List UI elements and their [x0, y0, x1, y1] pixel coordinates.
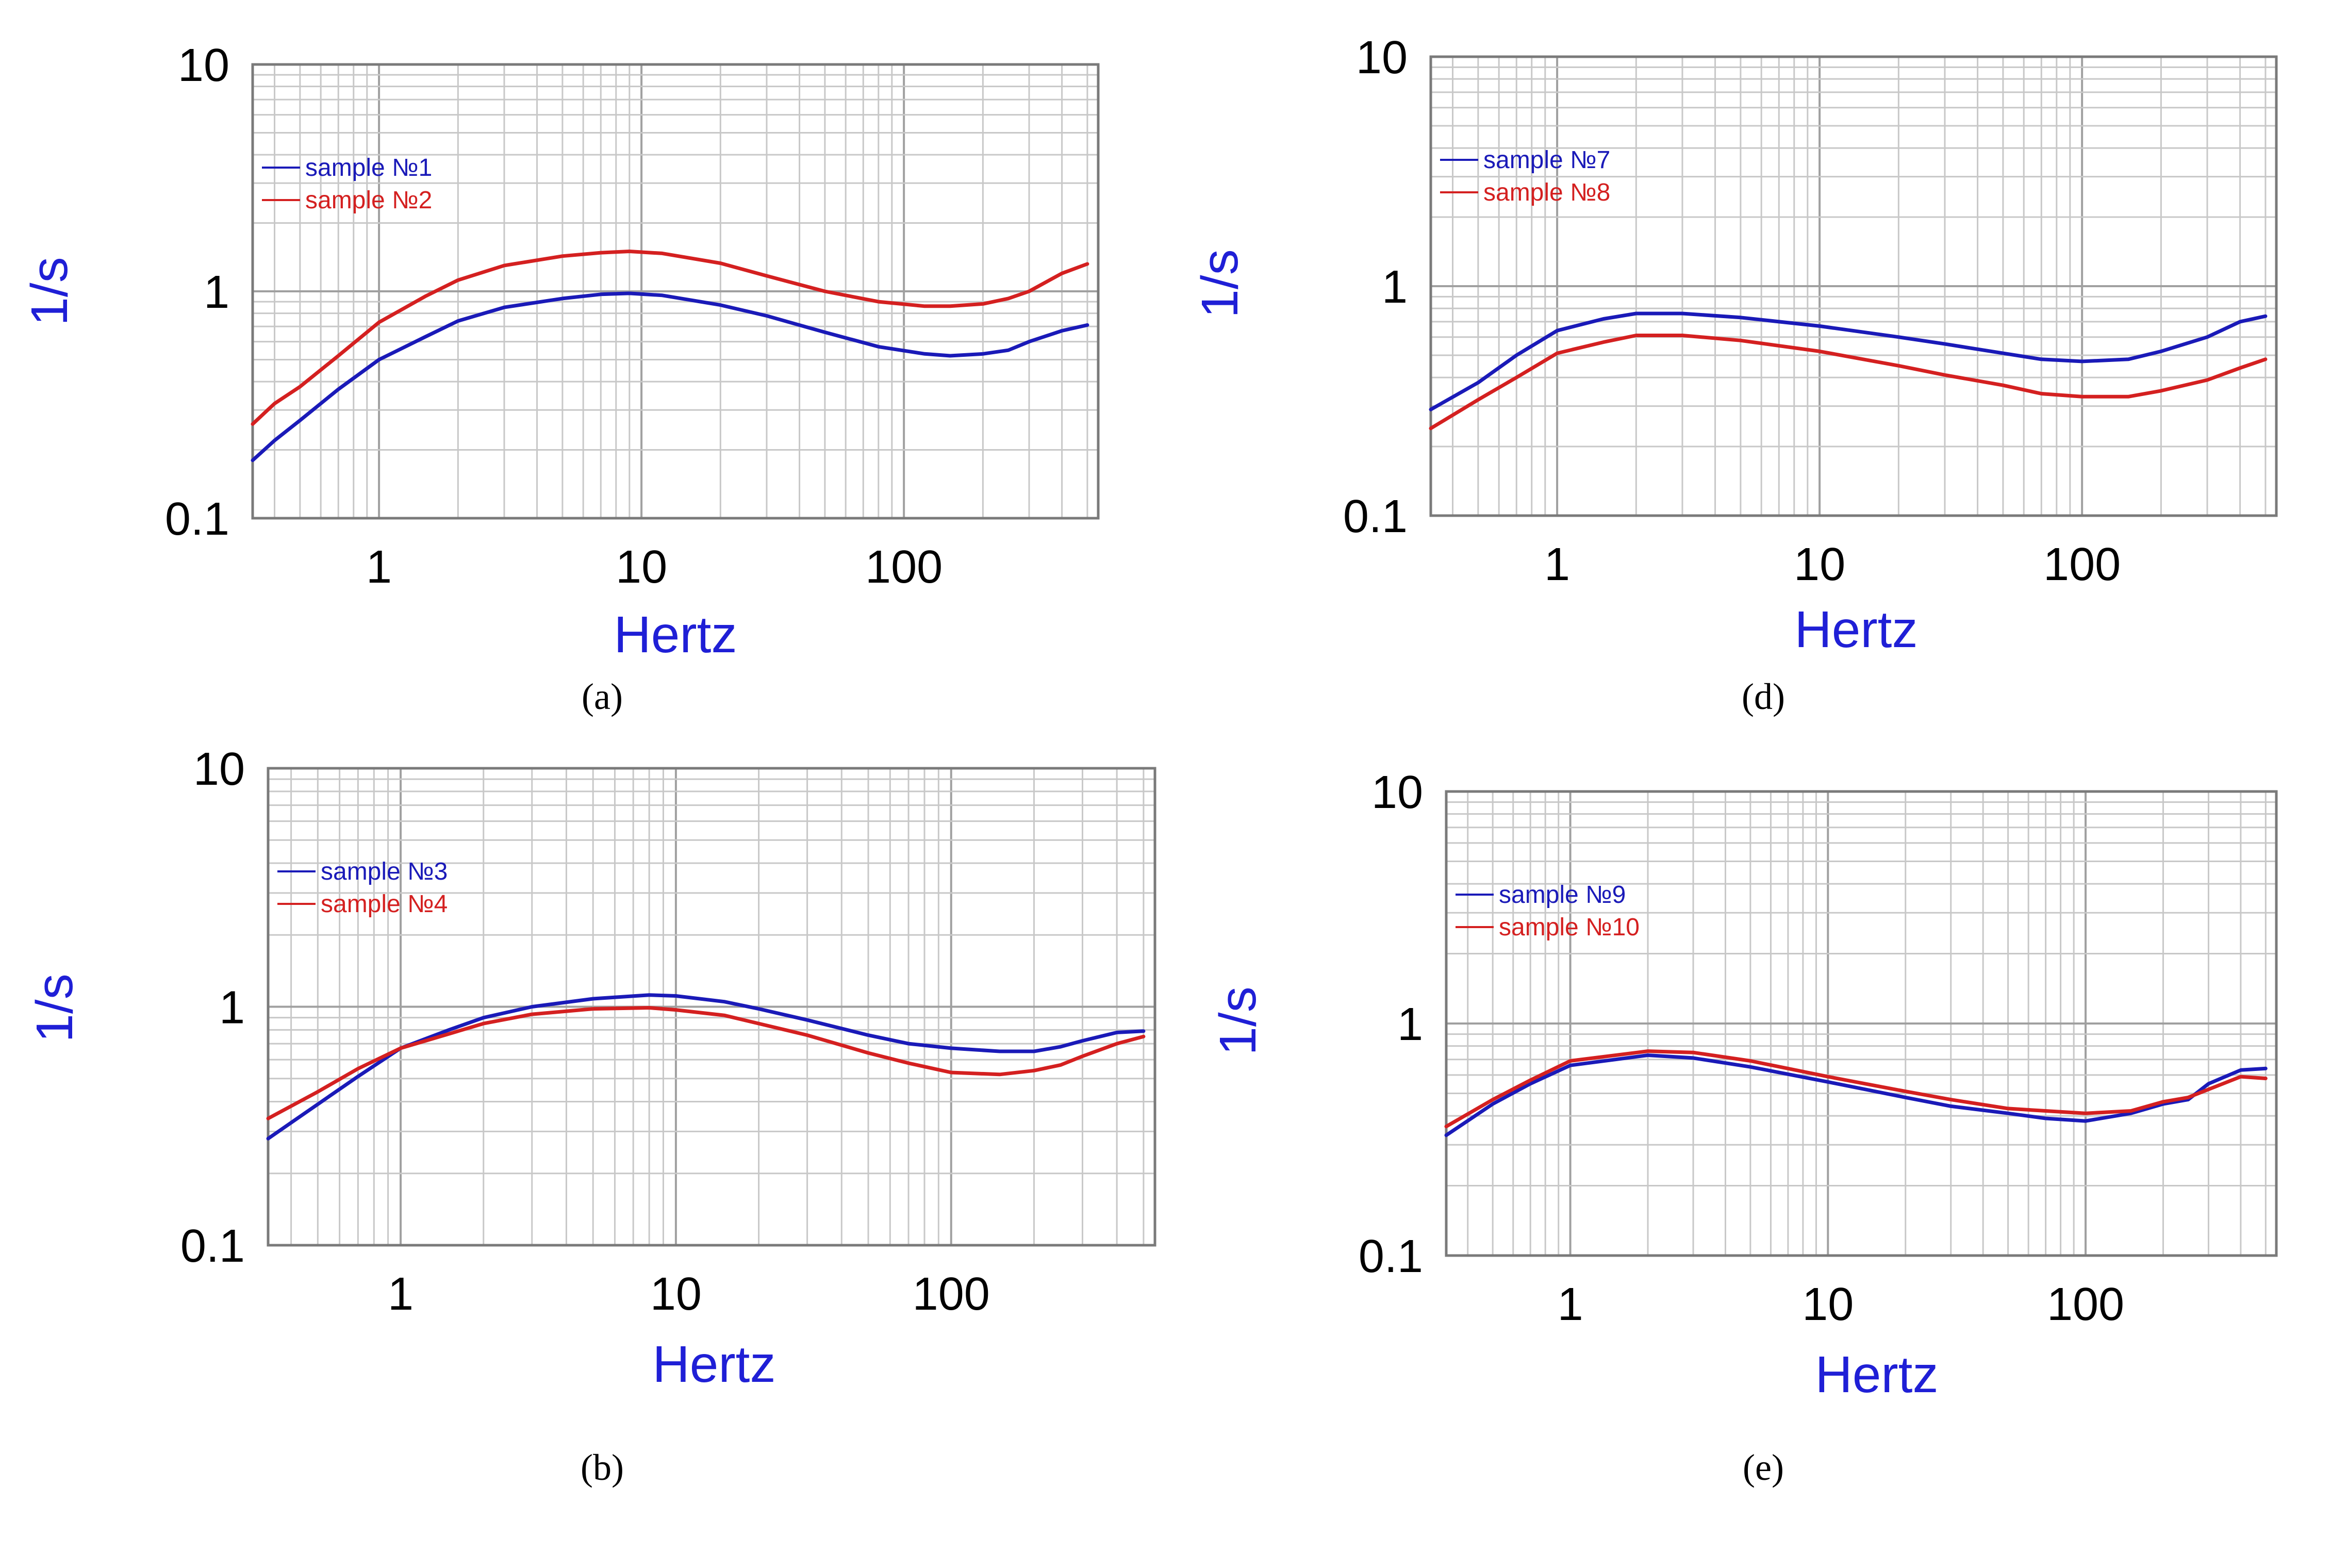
legend: sample №1 sample №2	[262, 154, 432, 214]
legend: sample №3 sample №4	[277, 858, 448, 918]
y-tick-label: 10	[193, 744, 245, 795]
plot-frame	[1429, 55, 2278, 517]
series-line-2	[251, 250, 1089, 426]
series-line-2	[266, 1006, 1146, 1120]
grid	[1446, 791, 2276, 1256]
plot-frame	[251, 63, 1100, 520]
grid	[253, 64, 1098, 518]
y-axis-label: 1/s	[1209, 986, 1267, 1055]
legend-label: sample №10	[1499, 914, 1640, 941]
panel-caption: (a)	[582, 676, 623, 717]
y-tick-label: 1	[204, 267, 229, 318]
y-tick-label: 0.1	[180, 1220, 245, 1272]
y-tick-label: 10	[1356, 32, 1408, 84]
x-tick-label: 1	[388, 1268, 414, 1320]
series-line-1	[251, 291, 1089, 463]
y-tick-label: 1	[1397, 999, 1423, 1050]
y-axis-label: 1/s	[26, 973, 84, 1042]
panel-caption: (e)	[1743, 1447, 1784, 1488]
x-axis-label: Hertz	[1815, 1346, 1939, 1404]
x-tick-label: 1	[1544, 539, 1570, 590]
grid	[1431, 57, 2276, 516]
y-tick-label: 10	[178, 40, 229, 91]
legend-label: sample №7	[1483, 146, 1610, 174]
panel-b: 1 10 100 0.1 1 10 Hertz 1/s sample №3 sample №4 (b…	[26, 744, 1156, 1488]
y-tick-label: 1	[1382, 261, 1408, 313]
x-tick-label: 100	[865, 541, 943, 593]
grid	[268, 768, 1155, 1245]
x-tick-label: 10	[616, 541, 667, 593]
panel-a: 1 10 100 0.1 1 10 Hertz 1/s sample №1 sample №2 (a…	[21, 40, 1100, 717]
legend-label: sample №2	[305, 187, 432, 214]
panel-d: 1 10 100 0.1 1 10 Hertz 1/s sample №7 sample №8 (d…	[1191, 32, 2278, 717]
plot-frame	[267, 767, 1156, 1247]
y-tick-label: 0.1	[1359, 1231, 1423, 1282]
panel-e: 1 10 100 0.1 1 10 Hertz 1/s sample №9 sample №10 (…	[1209, 767, 2278, 1488]
x-tick-label: 100	[2047, 1279, 2124, 1330]
series-line-2	[1429, 334, 2268, 431]
series-line-1	[266, 993, 1146, 1141]
y-tick-label: 10	[1371, 767, 1423, 818]
x-axis-label: Hertz	[614, 606, 737, 664]
legend-label: sample №8	[1483, 179, 1610, 206]
x-tick-label: 100	[2043, 539, 2121, 590]
x-tick-label: 10	[1794, 539, 1845, 590]
x-tick-label: 10	[650, 1268, 702, 1320]
legend-label: sample №3	[321, 858, 448, 885]
x-tick-label: 1	[366, 541, 392, 593]
y-tick-label: 0.1	[165, 493, 229, 545]
x-axis-label: Hertz	[1795, 601, 1918, 658]
x-axis-label: Hertz	[653, 1335, 776, 1393]
series-line-2	[1444, 1049, 2268, 1129]
panel-caption: (b)	[581, 1447, 624, 1488]
y-tick-label: 0.1	[1343, 491, 1408, 542]
panel-caption: (d)	[1742, 676, 1785, 717]
series-line-1	[1429, 311, 2268, 411]
x-tick-label: 100	[913, 1268, 990, 1320]
legend-label: sample №4	[321, 890, 448, 918]
plot-frame	[1445, 790, 2278, 1257]
y-tick-label: 1	[219, 982, 245, 1034]
x-tick-label: 10	[1802, 1279, 1854, 1330]
legend-label: sample №9	[1499, 881, 1626, 909]
legend: sample №9 sample №10	[1456, 881, 1640, 941]
series-line-1	[1444, 1053, 2268, 1137]
y-axis-label: 1/s	[1191, 249, 1249, 318]
legend-label: sample №1	[305, 154, 432, 181]
legend: sample №7 sample №8	[1440, 146, 1610, 206]
y-axis-label: 1/s	[21, 257, 78, 325]
x-tick-label: 1	[1558, 1279, 1583, 1330]
